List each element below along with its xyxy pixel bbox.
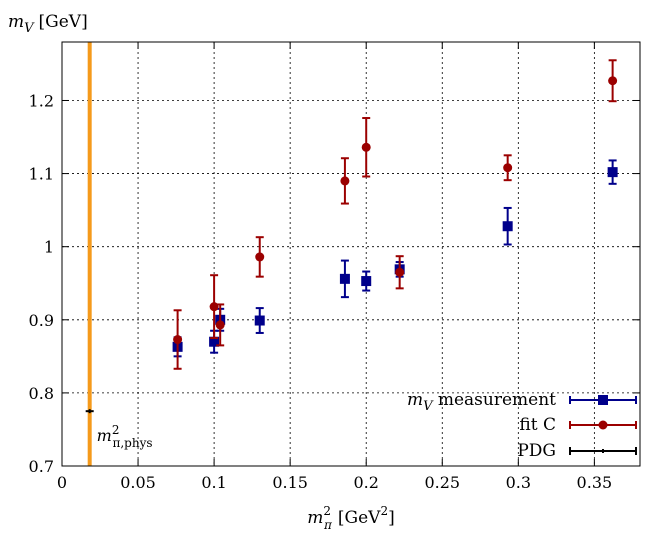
series-2 [85, 409, 94, 414]
y-axis-label-unit: [GeV] [39, 12, 88, 32]
x-tick-label: 0.05 [120, 473, 156, 492]
series-group [85, 59, 618, 414]
legend-label-measurement-sub: V [423, 399, 434, 414]
x-tick-label: 0.2 [353, 473, 378, 492]
plot-frame [61, 41, 641, 467]
series-0 [172, 159, 618, 358]
y-tick-label: 1.1 [29, 165, 54, 184]
x-axis-label: m2 π [GeV2] [307, 504, 395, 532]
y-axis-label-main: m [8, 12, 24, 32]
y-tick-label: 0.9 [29, 311, 54, 330]
series-1 [173, 59, 618, 370]
legend-keys [569, 395, 637, 455]
x-tick-label: 0.1 [201, 473, 226, 492]
data-point [173, 335, 183, 345]
annotation-sup: 2 [112, 423, 120, 437]
x-axis-label-unit-sup: 2 [380, 504, 388, 518]
data-point [502, 221, 513, 232]
legend-key-1 [569, 420, 637, 430]
legend-label-measurement: mV measurement [407, 390, 556, 414]
data-point [503, 163, 513, 173]
data-point [607, 167, 618, 178]
data-point [361, 276, 372, 287]
x-axis-label-unit-post: ] [388, 508, 395, 528]
legend-label-measurement-main: m [407, 390, 423, 410]
legend-key-marker [598, 420, 608, 430]
data-point [209, 336, 220, 347]
annotation-sub: π,phys [112, 436, 152, 450]
legend-key-2 [569, 447, 637, 455]
y-tick-label: 0.8 [29, 384, 54, 403]
legend: mV measurement fit C PDG [407, 390, 637, 461]
data-point [361, 142, 371, 152]
legend-key-0 [569, 395, 637, 405]
ticks: 0 0.05 0.1 0.15 0.2 0.25 0.3 0.35 0.7 0.8 0.9 1 1.1 1… [29, 42, 640, 492]
y-tick-label: 0.7 [29, 457, 54, 476]
x-tick-label: 0.25 [424, 473, 460, 492]
legend-label-measurement-rest: measurement [432, 390, 556, 410]
data-point [395, 267, 405, 277]
y-tick-label: 1 [44, 238, 54, 257]
data-point [215, 320, 225, 330]
legend-key-marker [598, 395, 608, 405]
data-point [608, 76, 618, 86]
legend-label-fitc: fit C [519, 415, 556, 435]
x-axis-label-main: m [307, 508, 323, 528]
y-tick-label: 1.2 [29, 91, 54, 110]
data-point [254, 315, 265, 326]
data-point [255, 252, 265, 262]
x-axis-label-sub: π [323, 518, 333, 532]
y-axis-label: mV [GeV] [8, 12, 88, 36]
data-point [339, 273, 350, 284]
annotation-main: m [97, 426, 112, 445]
x-tick-label: 0.35 [577, 473, 613, 492]
grid [62, 42, 640, 466]
legend-label-pdg: PDG [517, 441, 556, 461]
x-tick-label: 0.15 [272, 473, 308, 492]
x-tick-label: 0.3 [506, 473, 531, 492]
y-axis-label-sub: V [24, 21, 35, 36]
data-point [340, 176, 350, 186]
x-axis-label-unit-pre: [GeV [338, 508, 381, 528]
physical-point-annotation: m2 π,phys [97, 423, 153, 450]
x-tick-label: 0 [57, 473, 67, 492]
x-axis-label-sup: 2 [323, 504, 331, 518]
